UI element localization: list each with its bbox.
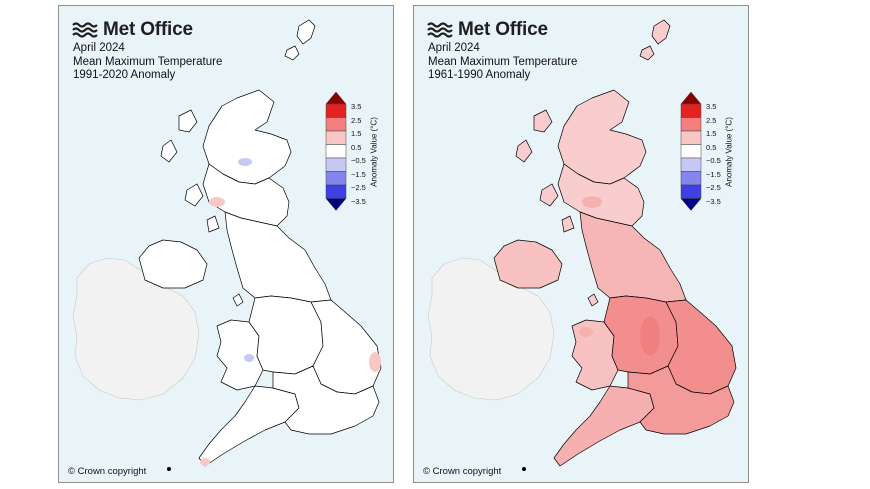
region-scotland-south bbox=[557, 163, 645, 227]
anomaly-legend: 3.5 2.5 1.5 0.5 −0.5 −1.5 −2.5 −3.5 Anom… bbox=[321, 90, 393, 215]
map-title: April 2024 Mean Maximum Temperature 1961… bbox=[428, 42, 577, 83]
copyright-notice: © Crown copyright bbox=[68, 466, 147, 477]
region-north-england bbox=[579, 211, 687, 303]
ireland-land bbox=[427, 257, 555, 401]
legend-tick: 3.5 bbox=[351, 102, 362, 111]
legend-tick: −1.5 bbox=[351, 169, 366, 179]
legend-swatch bbox=[680, 171, 702, 186]
legend-swatch bbox=[325, 184, 347, 199]
legend-swatch bbox=[680, 103, 702, 118]
title-line-variable: Mean Maximum Temperature bbox=[428, 55, 578, 68]
island-6 bbox=[232, 293, 244, 307]
legend-tick: −2.5 bbox=[351, 183, 366, 192]
island-3 bbox=[515, 139, 533, 163]
legend-tick: 0.5 bbox=[706, 142, 717, 152]
positive-anomaly-patch bbox=[582, 196, 602, 208]
negative-anomaly-patch bbox=[244, 354, 254, 362]
legend-swatch bbox=[680, 130, 702, 145]
legend-swatch bbox=[680, 117, 702, 132]
positive-anomaly-patch bbox=[209, 197, 225, 207]
legend-tick: −3.5 bbox=[351, 196, 366, 206]
legend-extend-min bbox=[680, 198, 702, 211]
legend-tick: 2.5 bbox=[351, 115, 362, 125]
negative-anomaly-patch bbox=[238, 158, 252, 166]
legend-title: Anomaly Value (°C) bbox=[369, 117, 379, 187]
met-office-waves-icon bbox=[427, 22, 453, 38]
title-line-month: April 2024 bbox=[73, 42, 125, 54]
channel-islands-marker bbox=[522, 467, 526, 471]
legend-swatch bbox=[325, 103, 347, 118]
island-3 bbox=[160, 139, 178, 163]
met-office-logo: Met Office bbox=[427, 19, 548, 41]
logo-text: Met Office bbox=[103, 19, 193, 40]
met-office-logo: Met Office bbox=[72, 19, 193, 41]
title-line-baseline: 1961-1990 Anomaly bbox=[428, 69, 531, 81]
anomaly-map bbox=[72, 19, 382, 471]
island-4 bbox=[539, 183, 559, 207]
legend-swatch bbox=[680, 157, 702, 172]
title-line-variable: Mean Maximum Temperature bbox=[73, 55, 223, 68]
anomaly-legend: 3.5 2.5 1.5 0.5 −0.5 −1.5 −2.5 −3.5 Anom… bbox=[676, 90, 748, 215]
met-office-waves-icon bbox=[72, 22, 98, 38]
legend-tick: 1.5 bbox=[706, 129, 717, 138]
legend-tick: −0.5 bbox=[351, 156, 366, 165]
legend-extend-max bbox=[680, 91, 702, 105]
legend-title: Anomaly Value (°C) bbox=[724, 117, 734, 187]
legend-tick: 1.5 bbox=[351, 129, 362, 138]
positive-anomaly-patch bbox=[200, 458, 210, 466]
region-northern-ireland bbox=[493, 239, 563, 289]
map-panel-1991-2020: Met Office April 2024 Mean Maximum Tempe… bbox=[58, 5, 394, 483]
legend-tick: 2.5 bbox=[706, 115, 717, 125]
legend-swatch bbox=[325, 130, 347, 145]
legend-tick: −3.5 bbox=[706, 196, 721, 206]
legend-colorbar bbox=[325, 91, 347, 211]
map-panel-1961-1990: Met Office April 2024 Mean Maximum Tempe… bbox=[413, 5, 749, 483]
positive-anomaly-patch bbox=[369, 352, 381, 372]
legend-tick: 0.5 bbox=[351, 142, 362, 152]
legend-swatch bbox=[325, 117, 347, 132]
region-midlands bbox=[248, 295, 324, 375]
legend-tick: −1.5 bbox=[706, 169, 721, 179]
island-0 bbox=[296, 19, 316, 45]
legend-swatch bbox=[325, 171, 347, 186]
legend-extend-max bbox=[325, 91, 347, 105]
region-northern-ireland bbox=[138, 239, 208, 289]
region-south-east bbox=[272, 365, 380, 435]
legend-swatch bbox=[325, 144, 347, 159]
island-4 bbox=[184, 183, 204, 207]
legend-swatch bbox=[325, 157, 347, 172]
title-line-month: April 2024 bbox=[428, 42, 480, 54]
legend-tick: 3.5 bbox=[706, 102, 717, 111]
island-6 bbox=[587, 293, 599, 307]
title-line-baseline: 1991-2020 Anomaly bbox=[73, 69, 176, 81]
region-south-west bbox=[553, 385, 655, 467]
legend-swatch bbox=[680, 144, 702, 159]
legend-tick: −2.5 bbox=[706, 183, 721, 192]
island-2 bbox=[533, 109, 553, 133]
island-5 bbox=[561, 215, 575, 233]
region-north-england bbox=[224, 211, 332, 303]
channel-islands-marker bbox=[167, 467, 171, 471]
island-1 bbox=[284, 45, 300, 61]
positive-anomaly-patch bbox=[579, 327, 593, 337]
legend-swatch bbox=[680, 184, 702, 199]
island-5 bbox=[206, 215, 220, 233]
anomaly-map bbox=[427, 19, 737, 471]
legend-extend-min bbox=[325, 198, 347, 211]
map-title: April 2024 Mean Maximum Temperature 1991… bbox=[73, 42, 222, 83]
positive-anomaly-patch bbox=[640, 316, 660, 356]
copyright-notice: © Crown copyright bbox=[423, 466, 502, 477]
island-1 bbox=[639, 45, 655, 61]
island-0 bbox=[651, 19, 671, 45]
logo-text: Met Office bbox=[458, 19, 548, 40]
legend-colorbar bbox=[680, 91, 702, 211]
legend-tick: −0.5 bbox=[706, 156, 721, 165]
island-2 bbox=[178, 109, 198, 133]
region-south-west bbox=[198, 385, 300, 467]
region-south-east bbox=[627, 365, 735, 435]
ireland-land bbox=[72, 257, 200, 401]
